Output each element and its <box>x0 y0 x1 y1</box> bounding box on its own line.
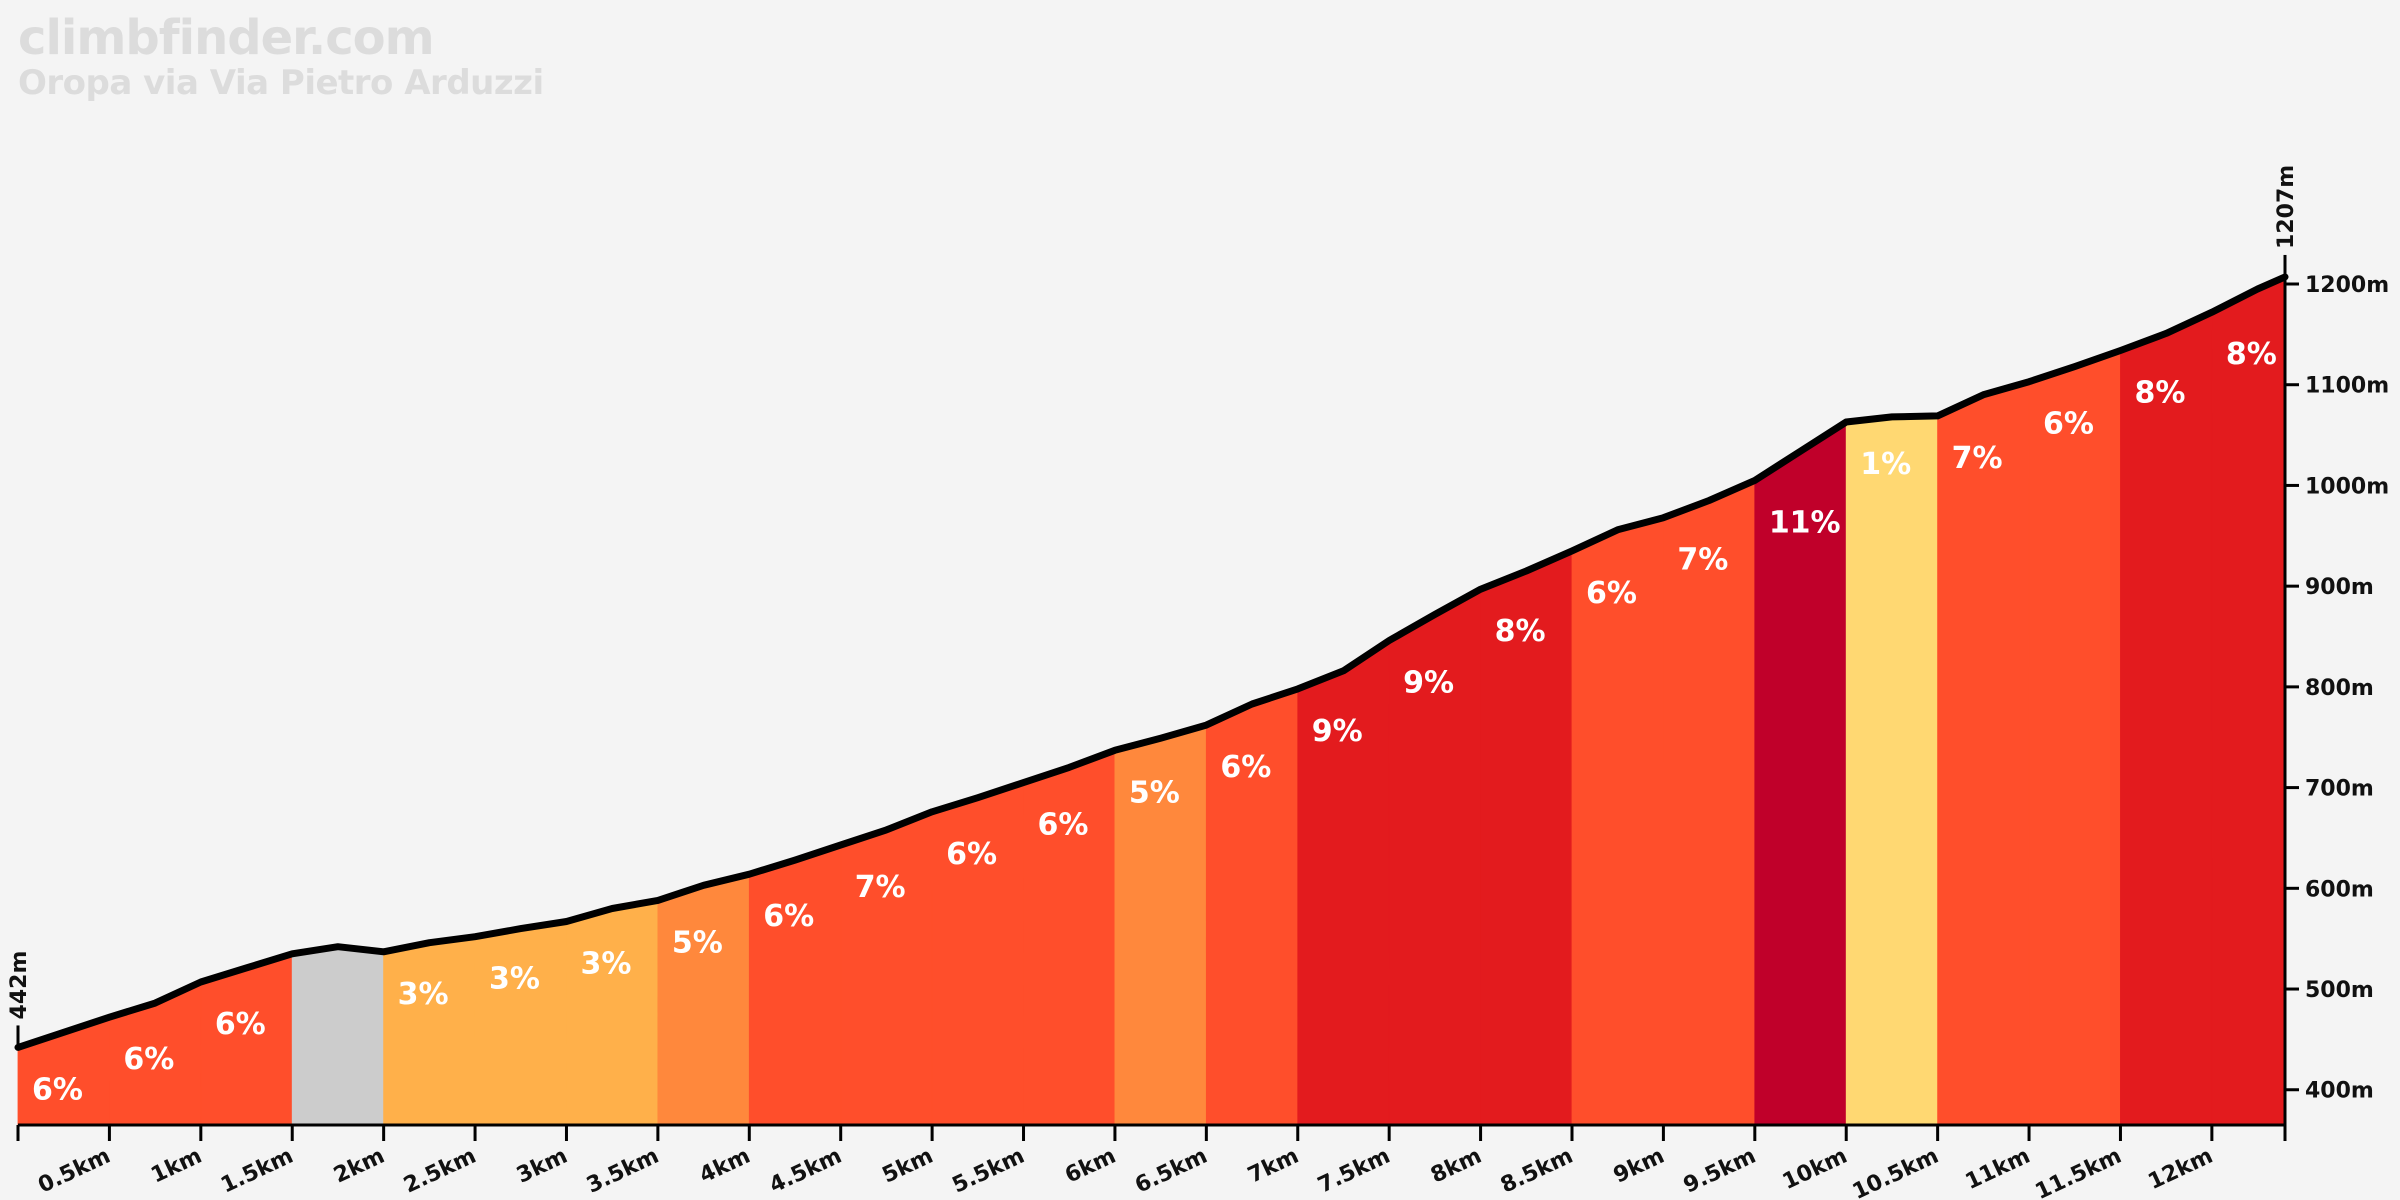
grade-segment <box>1937 381 2030 1126</box>
x-tick-label: 9km <box>1610 1144 1668 1189</box>
y-tick-label: 800m <box>2305 676 2374 701</box>
grade-label: 9% <box>1403 666 1454 701</box>
grade-segment <box>2211 276 2286 1126</box>
x-tick-label: 1.5km <box>217 1144 297 1199</box>
x-tick-label: 4.5km <box>766 1144 846 1199</box>
x-tick-label: 10km <box>1779 1144 1851 1195</box>
x-tick-label: 11.5km <box>2032 1144 2126 1200</box>
x-tick-label: 8.5km <box>1497 1144 1577 1199</box>
x-tick-label: 12km <box>2144 1144 2216 1195</box>
grade-label: 6% <box>2043 407 2094 442</box>
x-tick-label: 0.5km <box>34 1144 114 1199</box>
grade-segments <box>17 276 2286 1126</box>
grade-segment <box>383 936 476 1126</box>
grade-label: 6% <box>1586 576 1637 611</box>
x-tick-label: 3.5km <box>583 1144 663 1199</box>
x-tick-label: 10.5km <box>1849 1144 1943 1200</box>
grade-label: 9% <box>1312 714 1363 749</box>
grade-label: 7% <box>855 870 906 905</box>
y-tick-label: 900m <box>2305 575 2374 600</box>
grade-segment <box>2028 349 2121 1126</box>
y-tick-label: 600m <box>2305 877 2374 902</box>
x-tick-label: 1km <box>147 1144 205 1189</box>
grade-label: 6% <box>215 1007 266 1042</box>
grade-label: 6% <box>946 837 997 872</box>
grade-label: 11% <box>1769 505 1841 540</box>
profile-line <box>14 273 2289 1051</box>
grade-segment <box>840 811 933 1126</box>
grade-label: 6% <box>763 899 814 934</box>
x-axis: 0.5km 1km 1.5km 2km 2.5km 3km 3.5km 4km 4.5km 5km… <box>16 1123 2287 1200</box>
x-tick-label: 5km <box>879 1144 937 1189</box>
y-tick-label: 1200m <box>2305 273 2389 298</box>
y-tick-label: 500m <box>2305 978 2374 1003</box>
grade-label: 6% <box>32 1072 83 1107</box>
grade-segment <box>931 782 1024 1126</box>
grade-label: 7% <box>1952 441 2003 476</box>
grade-segment <box>1023 749 1116 1126</box>
grade-segment <box>291 946 385 1126</box>
y-tick-label: 1100m <box>2305 374 2389 399</box>
x-tick-label: 2km <box>330 1144 388 1189</box>
grade-label: 6% <box>123 1042 174 1077</box>
grade-segment <box>566 899 659 1126</box>
x-tick-label: 6.5km <box>1131 1144 1211 1199</box>
y-axis: 400m 500m 600m 700m 800m 900m 1000m 1100m 1200m <box>2283 273 2389 1125</box>
grade-label: 8% <box>2134 375 2185 410</box>
grade-label: 3% <box>489 962 540 997</box>
grade-label: 3% <box>580 947 631 982</box>
x-tick-label: 2.5km <box>400 1144 480 1199</box>
grade-label: 8% <box>2226 337 2277 372</box>
grade-segment <box>1845 415 1939 1126</box>
y-tick-label: 700m <box>2305 777 2374 802</box>
grade-segment <box>657 873 750 1126</box>
end-elevation-label: 1207m <box>2274 165 2299 249</box>
grade-label: 3% <box>398 977 449 1012</box>
grade-segment <box>748 844 842 1126</box>
x-tick-label: 6km <box>1061 1144 1119 1189</box>
grade-label: 1% <box>1860 447 1911 482</box>
y-tick-label: 400m <box>2305 1079 2374 1104</box>
grade-segment <box>474 921 567 1126</box>
grade-labels: 6% 6% 6% 3% 3% 3% 5% 6% 7% 6% 6% 5% 6% 9% 9% 8% 6% 7% 11% 1… <box>32 337 2277 1107</box>
elevation-markers: 442m 1207m <box>7 165 2299 1048</box>
x-tick-label: 7km <box>1244 1144 1302 1189</box>
climb-title: Oropa via Via Pietro Arduzzi <box>18 63 544 103</box>
x-tick-label: 7.5km <box>1314 1144 1394 1199</box>
start-elevation-label: 442m <box>7 951 32 1020</box>
grade-label: 7% <box>1677 543 1728 578</box>
brand-logo-text: climbfinder.com <box>18 10 435 66</box>
grade-label: 6% <box>1220 750 1271 785</box>
grade-segment <box>2120 311 2213 1126</box>
grade-label: 8% <box>1495 614 1546 649</box>
x-tick-label: 4km <box>696 1144 754 1189</box>
grade-label: 5% <box>1129 775 1180 810</box>
grade-label: 6% <box>1038 808 1089 843</box>
y-tick-label: 1000m <box>2305 474 2389 499</box>
x-tick-label: 8km <box>1427 1144 1485 1189</box>
grade-label: 5% <box>672 925 723 960</box>
profile-outline <box>14 273 2289 1051</box>
x-tick-label: 5.5km <box>949 1144 1029 1199</box>
x-tick-label: 11km <box>1962 1144 2034 1195</box>
x-tick-label: 9.5km <box>1680 1144 1760 1199</box>
x-tick-label: 3km <box>513 1144 571 1189</box>
